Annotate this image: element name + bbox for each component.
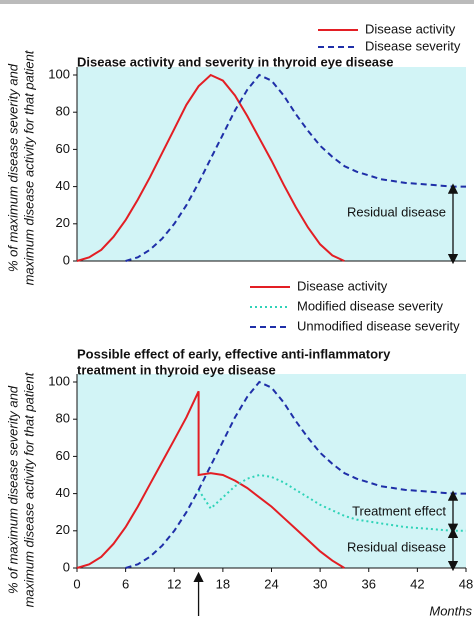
plot-background (77, 374, 466, 568)
x-tick-label: 42 (410, 576, 424, 591)
y-axis-label: maximum disease activity for that patien… (21, 49, 36, 285)
y-tick-label: 0 (63, 559, 70, 574)
y-tick-label: 40 (56, 485, 70, 500)
annotation: Residual disease (347, 539, 446, 554)
x-tick-label: 18 (216, 576, 230, 591)
legend-label: Unmodified disease severity (297, 318, 460, 333)
y-axis-label: % of maximum disease severity and (5, 63, 20, 272)
y-tick-label: 100 (48, 373, 70, 388)
chart-title: Possible effect of early, effective anti… (77, 346, 391, 361)
chart-title: treatment in thyroid eye disease (77, 362, 276, 377)
legend-label: Modified disease severity (297, 298, 443, 313)
x-tick-label: 6 (122, 576, 129, 591)
chart-title: Disease activity and severity in thyroid… (77, 54, 394, 69)
y-tick-label: 80 (56, 104, 70, 119)
series-line (76, 390, 345, 569)
plot-background (77, 67, 466, 261)
y-axis-label: maximum disease activity for that patien… (21, 371, 36, 607)
series-line (197, 473, 466, 532)
annotation: Residual disease (347, 204, 446, 219)
x-axis-label: Months (429, 603, 472, 618)
x-tick-label: 24 (264, 576, 278, 591)
y-tick-label: 20 (56, 215, 70, 230)
x-tick-label: 30 (313, 576, 327, 591)
y-tick-label: 80 (56, 411, 70, 426)
x-tick-label: 48 (459, 576, 473, 591)
x-tick-label: 0 (73, 576, 80, 591)
y-tick-label: 0 (63, 252, 70, 267)
y-tick-label: 40 (56, 178, 70, 193)
legend-label: Disease severity (365, 38, 461, 53)
annotation: Treatment effect (352, 503, 446, 518)
y-tick-label: 60 (56, 141, 70, 156)
x-tick-label: 12 (167, 576, 181, 591)
legend-label: Disease activity (297, 278, 388, 293)
top-border (0, 0, 474, 4)
legend-label: Disease activity (365, 21, 456, 36)
series-line (76, 73, 345, 262)
y-tick-label: 60 (56, 448, 70, 463)
y-tick-label: 20 (56, 522, 70, 537)
x-tick-label: 36 (362, 576, 376, 591)
y-axis-label: % of maximum disease severity and (5, 385, 20, 594)
y-tick-label: 100 (48, 66, 70, 81)
